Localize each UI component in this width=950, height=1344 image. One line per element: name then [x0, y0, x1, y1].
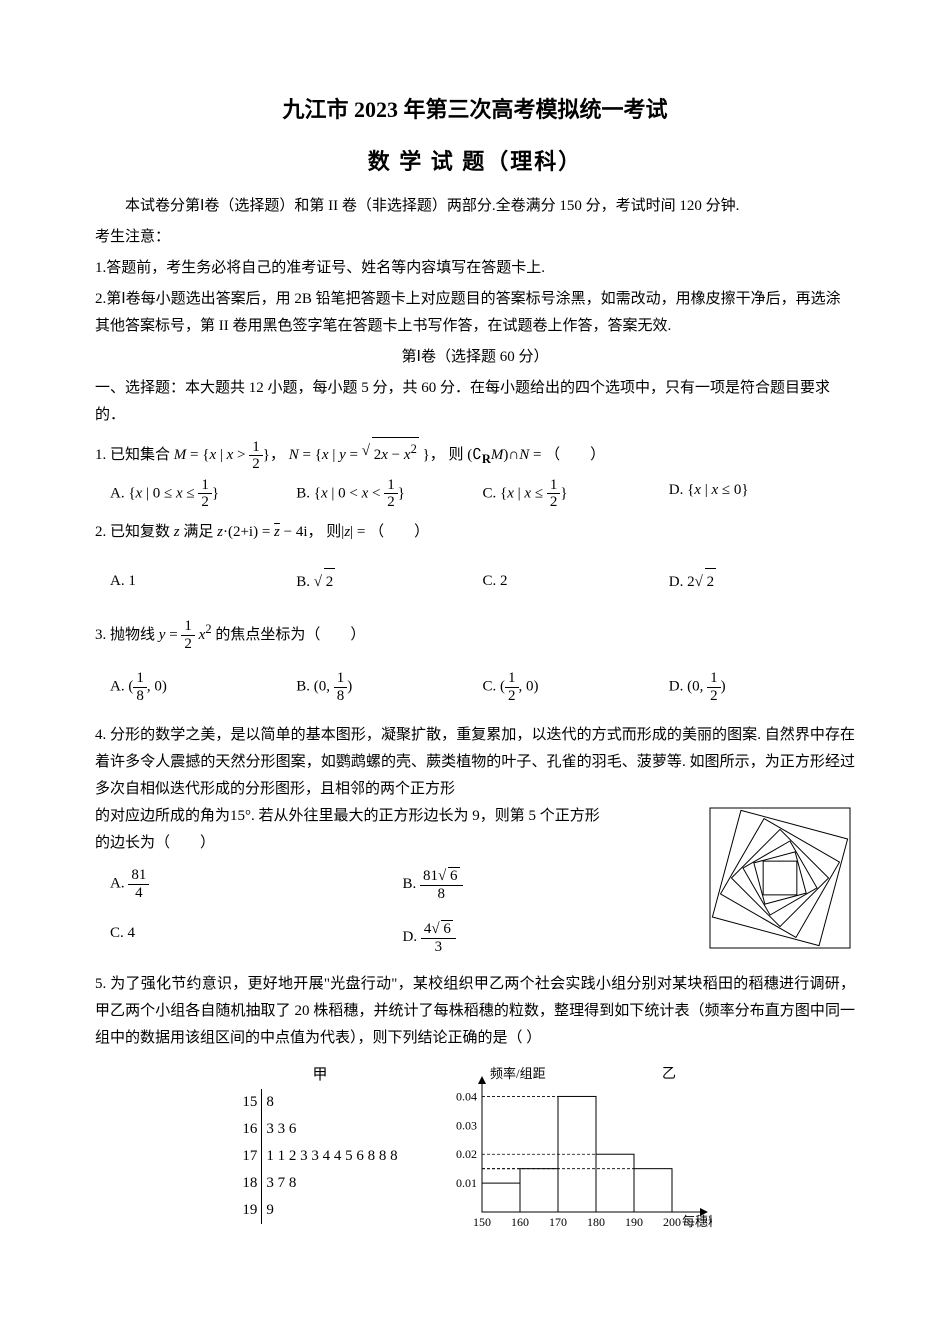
q4-opt-d: D. 463 — [403, 920, 696, 955]
q1-opt-c: C. {x | x ≤ 12} — [483, 477, 669, 511]
svg-text:190: 190 — [625, 1215, 643, 1229]
svg-text:150: 150 — [473, 1215, 491, 1229]
q3-opt-a: A. (18, 0) — [110, 670, 296, 704]
q2-d-label: D. — [669, 574, 687, 590]
svg-text:频率/组距: 频率/组距 — [490, 1066, 546, 1081]
question-3: 3. 抛物线 y = 12 x2 的焦点坐标为（ ） A. (18, 0) B.… — [95, 618, 855, 705]
svg-text:0.01: 0.01 — [456, 1176, 477, 1190]
q1-stem: 1. 已知集合 M = {x | x > 12}， N = {x | y = 2… — [95, 437, 855, 473]
q2-opt-a: A. 1 — [110, 568, 296, 596]
question-2: 2. 已知复数 z 满足 z·(2+i) = z − 4i， 则|z| = （ … — [95, 519, 855, 596]
histogram: 频率/组距 乙 0.01 0.02 0.03 0.04 150 160 170 180 190 200… — [432, 1062, 712, 1252]
q2-end: = （ ） — [353, 524, 429, 540]
q2-opt-c: C. 2 — [483, 568, 669, 596]
question-4: 4. 分形的数学之美，是以简单的基本图形，凝聚扩散，重复累加，以迭代的方式而形成… — [95, 722, 855, 963]
q4-opt-a: A. 814 — [110, 867, 403, 902]
q5-stem: 5. 为了强化节约意识，更好地开展"光盘行动"，某校组织甲乙两个社会实践小组分别… — [95, 971, 855, 1052]
q1-opt-d: D. {x | x ≤ 0} — [669, 477, 855, 511]
svg-text:170: 170 — [549, 1215, 567, 1229]
q1-c-label: C. — [483, 485, 501, 501]
stem-leaf-plot: 甲 158163 3 6171 1 2 3 3 4 4 5 6 8 8 8183… — [238, 1062, 401, 1224]
q4-opt-b: B. 8168 — [403, 867, 696, 902]
q3-post: 的焦点坐标为（ ） — [212, 627, 366, 643]
q2-b-label: B. — [296, 574, 314, 590]
q1-opt-b: B. {x | 0 < x < 12} — [296, 477, 482, 511]
section1-desc: 一、选择题：本大题共 12 小题，每小题 5 分，共 60 分．在每小题给出的四… — [95, 375, 855, 429]
q3-pre: 3. 抛物线 — [95, 627, 159, 643]
jia-label: 甲 — [238, 1062, 401, 1089]
q2-pre: 2. 已知复数 — [95, 524, 174, 540]
svg-text:0.04: 0.04 — [456, 1090, 477, 1104]
q3-d-label: D. — [669, 679, 687, 695]
q3-opt-b: B. (0, 18) — [296, 670, 482, 704]
q2-mid: 满足 — [180, 524, 218, 540]
section1-header: 第Ⅰ卷（选择题 60 分） — [95, 344, 855, 371]
svg-text:乙: 乙 — [662, 1066, 676, 1082]
q3-opt-c: C. (12, 0) — [483, 670, 669, 704]
svg-text:160: 160 — [511, 1215, 529, 1229]
fractal-figure — [705, 803, 855, 963]
q4-text3: 的边长为（ ） — [95, 830, 695, 857]
q4-text2: 的对应边所成的角为15°. 若从外往里最大的正方形边长为 9，则第 5 个正方形 — [95, 803, 695, 830]
q1-d-label: D. — [669, 482, 687, 498]
q1-pre: 1. 已知集合 — [95, 447, 174, 463]
q4-a-label: A. — [110, 876, 128, 892]
q4-b-label: B. — [403, 876, 421, 892]
q2-stem: 2. 已知复数 z 满足 z·(2+i) = z − 4i， 则|z| = （ … — [95, 519, 855, 546]
q2-opt-b: B. 2 — [296, 568, 482, 596]
q1-a-label: A. — [110, 485, 128, 501]
svg-text:180: 180 — [587, 1215, 605, 1229]
q2-post: ， 则 — [308, 524, 342, 540]
q4-text1: 4. 分形的数学之美，是以简单的基本图形，凝聚扩散，重复累加，以迭代的方式而形成… — [95, 722, 855, 803]
sub-title: 数 学 试 题（理科） — [95, 142, 855, 182]
question-5: 5. 为了强化节约意识，更好地开展"光盘行动"，某校组织甲乙两个社会实践小组分别… — [95, 971, 855, 1252]
intro-text: 本试卷分第Ⅰ卷（选择题）和第 II 卷（非选择题）两部分.全卷满分 150 分，… — [95, 193, 855, 220]
notice-1: 1.答题前，考生务必将自己的准考证号、姓名等内容填写在答题卡上. — [95, 255, 855, 282]
q1-mid1: ， — [270, 447, 285, 463]
q1-mid2: ， 则 — [430, 447, 468, 463]
notice-header: 考生注意： — [95, 224, 855, 251]
q3-b-label: B. — [296, 679, 314, 695]
q3-stem: 3. 抛物线 y = 12 x2 的焦点坐标为（ ） — [95, 618, 855, 653]
q1-opt-a: A. {x | 0 ≤ x ≤ 12} — [110, 477, 296, 511]
svg-text:每穗粒数: 每穗粒数 — [682, 1214, 712, 1229]
q3-c-label: C. — [483, 679, 501, 695]
q3-opt-d: D. (0, 12) — [669, 670, 855, 704]
q1-b-label: B. — [296, 485, 314, 501]
q1-post: = （ ） — [529, 447, 605, 463]
main-title: 九江市 2023 年第三次高考模拟统一考试 — [95, 90, 855, 130]
q2-opt-d: D. 22 — [669, 568, 855, 596]
svg-text:0.02: 0.02 — [456, 1148, 477, 1162]
q3-a-label: A. — [110, 679, 128, 695]
q4-opt-c: C. 4 — [110, 920, 403, 955]
q4-d-label: D. — [403, 929, 421, 945]
notice-2: 2.第Ⅰ卷每小题选出答案后，用 2B 铅笔把答题卡上对应题目的答案标号涂黑，如需… — [95, 286, 855, 340]
svg-text:0.03: 0.03 — [456, 1119, 477, 1133]
svg-text:200: 200 — [663, 1215, 681, 1229]
question-1: 1. 已知集合 M = {x | x > 12}， N = {x | y = 2… — [95, 437, 855, 511]
